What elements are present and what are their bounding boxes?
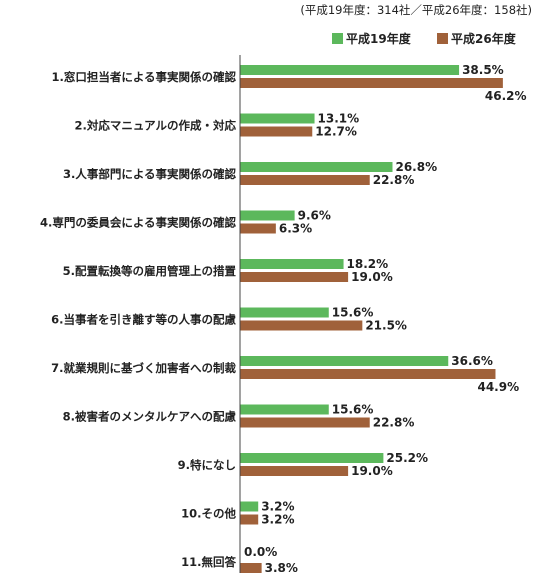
value-label-h19-9: 25.2% — [386, 451, 428, 465]
bar-h19-5 — [240, 259, 344, 269]
bar-h26-10 — [240, 514, 259, 525]
bar-h26-6 — [240, 320, 363, 331]
bar-h26-3 — [240, 175, 370, 185]
category-label-5: 5.配置転換等の雇用管理上の措置 — [63, 264, 237, 278]
category-label-3: 3.人事部門による事実関係の確認 — [63, 167, 237, 181]
bar-h26-8 — [240, 417, 370, 428]
bar-h26-9 — [240, 466, 349, 476]
category-label-10: 10.その他 — [181, 507, 236, 521]
value-label-h26-10: 3.2% — [261, 513, 294, 527]
category-label-11: 11.無回答 — [181, 555, 236, 569]
value-label-h26-1: 46.2% — [485, 89, 527, 103]
bar-h26-2 — [240, 126, 313, 137]
sample-size-note: (平成19年度：314社／平成26年度：158社) — [300, 3, 532, 17]
bar-h19-7 — [240, 356, 449, 366]
bar-h19-4 — [240, 210, 295, 221]
value-label-h19-3: 26.8% — [395, 160, 437, 174]
bar-h26-11 — [240, 563, 262, 573]
category-label-1: 1.窓口担当者による事実関係の確認 — [51, 70, 236, 84]
value-label-h19-8: 15.6% — [332, 403, 374, 417]
value-label-h26-8: 22.8% — [373, 416, 415, 430]
bar-h19-6 — [240, 307, 329, 318]
value-label-h19-6: 15.6% — [332, 306, 374, 320]
bar-h19-8 — [240, 404, 329, 415]
category-label-7: 7.就業規則に基づく加害者への制裁 — [51, 361, 236, 375]
category-label-6: 6.当事者を引き離す等の人事の配慮 — [51, 313, 236, 327]
legend-swatch-h19 — [332, 33, 343, 44]
value-label-h19-11: 0.0% — [244, 545, 277, 559]
legend-label-h26: 平成26年度 — [451, 31, 517, 46]
bar-h19-10 — [240, 501, 259, 512]
value-label-h19-5: 18.2% — [347, 257, 389, 271]
bar-h19-2 — [240, 113, 315, 124]
category-label-2: 2.対応マニュアルの作成・対応 — [74, 119, 236, 133]
value-label-h26-4: 6.3% — [279, 222, 312, 236]
legend-swatch-h26 — [437, 33, 448, 44]
bar-h26-4 — [240, 223, 276, 234]
category-label-9: 9.特になし — [178, 458, 236, 472]
value-label-h26-6: 21.5% — [365, 319, 407, 333]
value-label-h26-7: 44.9% — [477, 380, 519, 394]
value-label-h19-4: 9.6% — [298, 209, 331, 223]
value-label-h19-2: 13.1% — [318, 112, 360, 126]
bar-h26-1 — [240, 78, 503, 88]
value-label-h19-1: 38.5% — [462, 63, 504, 77]
category-label-8: 8.被害者のメンタルケアへの配慮 — [63, 410, 237, 424]
value-label-h26-2: 12.7% — [315, 125, 357, 139]
bar-h19-1 — [240, 65, 460, 75]
legend-label-h19: 平成19年度 — [346, 31, 412, 46]
value-label-h26-9: 19.0% — [351, 464, 393, 478]
value-label-h26-3: 22.8% — [373, 173, 415, 187]
value-label-h19-10: 3.2% — [261, 500, 294, 514]
bar-h26-7 — [240, 369, 496, 379]
legend: 平成19年度 平成26年度 — [332, 31, 517, 46]
category-label-4: 4.専門の委員会による事実関係の確認 — [40, 216, 237, 230]
bar-h26-5 — [240, 272, 349, 282]
bar-h19-3 — [240, 162, 393, 172]
value-label-h26-5: 19.0% — [351, 270, 393, 284]
plot-area: 1.窓口担当者による事実関係の確認 38.5% 46.2% 2.対応マニュアルの作成・… — [40, 63, 527, 573]
value-label-h19-7: 36.6% — [451, 354, 493, 368]
value-label-h26-11: 3.8% — [265, 561, 298, 573]
bar-h19-9 — [240, 453, 384, 463]
